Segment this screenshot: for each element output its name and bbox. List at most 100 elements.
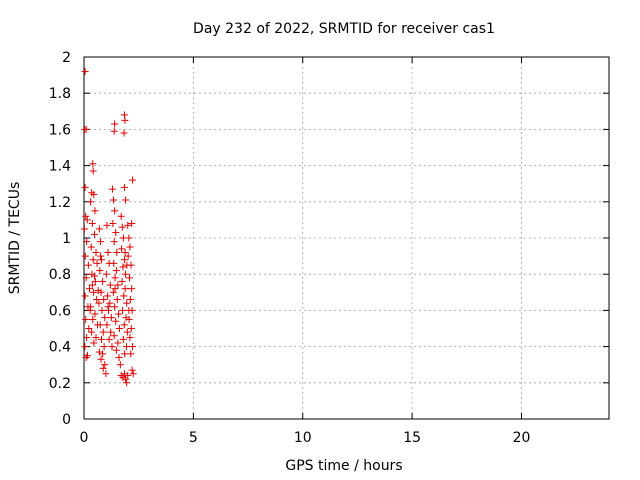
data-point [119, 263, 127, 271]
data-point [99, 350, 107, 358]
data-point [91, 207, 99, 215]
data-point [85, 325, 93, 332]
data-point [82, 315, 90, 323]
data-point [89, 315, 97, 323]
data-point [109, 288, 117, 296]
data-point [98, 306, 106, 314]
data-point [116, 361, 124, 369]
data-point [84, 261, 92, 269]
data-point [81, 252, 89, 260]
data-point [82, 274, 90, 282]
data-point [125, 234, 133, 242]
data-point [97, 355, 105, 363]
data-point [102, 370, 110, 378]
data-point [92, 334, 100, 342]
data-point [126, 296, 134, 304]
data-point [109, 220, 117, 228]
data-point [111, 207, 119, 215]
data-point [108, 185, 116, 193]
data-point [123, 379, 131, 387]
data-point [128, 366, 136, 374]
data-point [103, 321, 111, 329]
data-point [82, 212, 90, 220]
data-point [96, 238, 104, 246]
y-tick-label: 0.4 [49, 340, 71, 356]
y-tick-label: 1 [62, 231, 71, 247]
data-point [125, 306, 133, 314]
data-point [124, 372, 132, 380]
data-point [99, 328, 107, 336]
data-point [113, 248, 121, 256]
data-point [114, 281, 122, 289]
data-point [83, 216, 91, 224]
data-point [90, 339, 98, 347]
x-tick-label: 5 [189, 430, 198, 446]
data-point [126, 243, 134, 251]
grid-lines [84, 57, 609, 419]
data-point [112, 346, 120, 354]
data-point [125, 315, 133, 323]
data-point [120, 370, 128, 378]
data-point [104, 303, 112, 311]
data-point [104, 248, 112, 256]
data-point [98, 335, 105, 343]
data-points [80, 67, 137, 387]
data-point [111, 274, 119, 282]
data-point [107, 314, 115, 322]
data-point [95, 225, 103, 233]
data-point [110, 238, 118, 246]
chart-title: Day 232 of 2022, SRMTID for receiver cas… [193, 21, 495, 37]
data-point [102, 270, 110, 278]
data-point [111, 303, 119, 311]
data-point [80, 225, 88, 233]
data-point [82, 125, 90, 133]
data-point [110, 196, 118, 204]
y-tick-label: 1.4 [49, 159, 71, 175]
data-point [105, 335, 113, 343]
data-point [111, 120, 119, 128]
data-point [112, 267, 120, 275]
data-point [81, 343, 89, 351]
data-point [83, 334, 91, 342]
data-point [119, 335, 127, 343]
data-point [110, 259, 118, 267]
data-point [101, 361, 109, 369]
data-point [129, 176, 137, 184]
data-point [88, 220, 96, 228]
data-point [121, 248, 129, 256]
x-axis-label: GPS time / hours [285, 458, 402, 474]
data-point [88, 281, 96, 289]
data-point [112, 229, 120, 237]
data-point [127, 261, 135, 269]
plot-frame [83, 56, 610, 420]
data-point [124, 221, 132, 229]
data-point [120, 256, 128, 264]
data-point [91, 310, 99, 318]
data-point [95, 348, 103, 356]
data-point [126, 274, 133, 282]
data-point [101, 314, 109, 322]
data-point [118, 277, 126, 285]
y-tick-label: 2 [62, 50, 71, 66]
data-point [90, 191, 98, 199]
data-point [127, 325, 135, 332]
data-point [92, 248, 100, 256]
data-point [89, 160, 97, 168]
data-point [114, 339, 122, 347]
y-tick-label: 0.2 [49, 376, 71, 392]
data-point [96, 267, 104, 275]
data-point [83, 238, 91, 246]
data-point [115, 310, 123, 318]
data-point [120, 321, 128, 329]
data-point [107, 328, 115, 336]
y-tick-label: 0.8 [49, 267, 71, 283]
data-point [97, 252, 105, 260]
data-point [89, 167, 97, 175]
y-tick-label: 0 [62, 412, 71, 428]
data-point [99, 364, 107, 372]
data-point [123, 299, 131, 307]
data-point [87, 198, 95, 206]
data-point [98, 256, 105, 264]
data-point [86, 306, 94, 314]
